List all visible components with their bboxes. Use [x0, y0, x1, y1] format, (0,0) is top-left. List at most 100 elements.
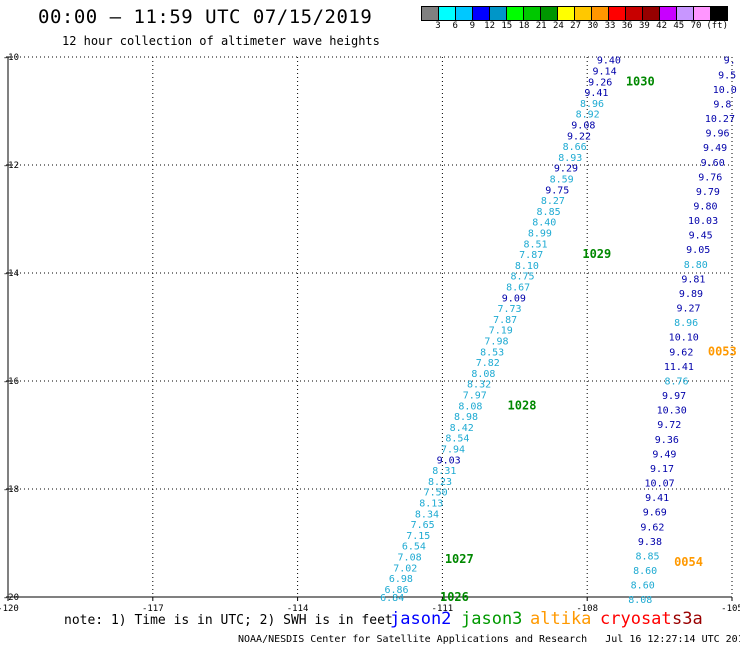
color-scale-label: (ft)	[706, 21, 729, 31]
wave-height-label: 7.08	[398, 553, 422, 564]
wave-height-label: 8.85	[635, 551, 659, 562]
wave-height-label: 8.93	[558, 153, 582, 164]
wave-height-label: 9.49	[652, 449, 676, 460]
wave-height-label: 6.84	[380, 593, 404, 604]
wave-height-label: 6.54	[402, 542, 426, 553]
wave-height-label: 8.60	[631, 581, 655, 592]
y-tick-label: -12	[3, 161, 19, 171]
color-scale-label: 33	[604, 21, 616, 31]
x-tick-label: -120	[0, 604, 19, 614]
wave-height-label: 9.81	[681, 274, 705, 285]
x-tick-label: -114	[287, 604, 309, 614]
color-scale-label: 24	[552, 21, 564, 31]
pass-time-label: 1028	[508, 398, 537, 412]
color-swatch	[710, 6, 728, 21]
x-tick-label: -117	[142, 604, 164, 614]
wave-height-label: 8.66	[563, 142, 587, 153]
wave-height-label: 6.98	[389, 574, 413, 585]
wave-height-label: 7.73	[497, 304, 521, 315]
wave-height-label: 8.10	[515, 261, 539, 272]
pass-time-label: 0054	[674, 555, 703, 569]
wave-height-label: 10.27	[705, 114, 735, 125]
wave-height-label: 9.26	[588, 77, 612, 88]
color-scale-label: 70	[690, 21, 702, 31]
pass-time-label: 1029	[582, 247, 611, 261]
wave-height-label: 9.96	[705, 129, 729, 140]
wave-height-label: 11.41	[664, 362, 694, 373]
wave-height-label: 9.80	[693, 202, 717, 213]
y-tick-label: -20	[3, 593, 19, 603]
wave-height-label: 8.59	[550, 175, 574, 186]
legend-altika: altika	[530, 609, 592, 629]
wave-height-label: 9.41	[645, 493, 669, 504]
legend-s3a: s3a	[672, 609, 703, 629]
wave-height-label: 9.36	[655, 435, 679, 446]
wave-height-label: 7.02	[393, 563, 417, 574]
wave-height-label: 9.79	[696, 187, 720, 198]
color-scale-label: 9	[469, 21, 476, 31]
wave-height-label: 9.72	[657, 420, 681, 431]
wave-height-label: 9.05	[686, 245, 710, 256]
color-scale-label: 36	[621, 21, 633, 31]
wave-height-label: 7.98	[484, 337, 508, 348]
wave-height-label: 9.08	[571, 121, 595, 132]
wave-height-label: 10.10	[669, 333, 699, 344]
wave-height-label: 8.51	[524, 239, 548, 250]
wave-height-label: 8.67	[506, 283, 530, 294]
color-scale-label: 15	[501, 21, 513, 31]
x-tick-label: -111	[432, 604, 454, 614]
wave-height-label: 8.27	[541, 196, 565, 207]
color-scale-label: 18	[518, 21, 530, 31]
wave-height-label: 10.30	[657, 406, 687, 417]
wave-height-label: 8.32	[467, 380, 491, 391]
y-tick-label: -14	[3, 269, 19, 279]
wave-height-label: 9.22	[567, 131, 591, 142]
color-scale-label: 39	[638, 21, 650, 31]
wave-height-label: 9.45	[689, 231, 713, 242]
color-scale-labels: 3 6 9 12 15 18 21 24 27 30 33 36 39 42 45 70 (ft)	[422, 21, 740, 35]
wave-height-label: 9.60	[701, 158, 725, 169]
wave-height-label: 8.85	[537, 207, 561, 218]
pass-time-label: 1030	[626, 74, 655, 88]
wave-height-label: 9.89	[679, 289, 703, 300]
wave-height-label: 8.75	[510, 272, 534, 283]
y-tick-label: -10	[3, 53, 19, 63]
pass-time-label: 0053	[708, 344, 737, 358]
legend-jason2: jason2	[390, 609, 452, 629]
wave-height-label: 7.94	[441, 445, 465, 456]
color-scale-label: 21	[535, 21, 547, 31]
wave-height-label: 8.80	[684, 260, 708, 271]
wave-height-label: 7.87	[493, 315, 517, 326]
wave-height-label: 8.98	[454, 412, 478, 423]
wave-height-label: 9.5	[718, 70, 736, 81]
wave-height-label: 9.75	[545, 185, 569, 196]
color-scale-label: 45	[673, 21, 685, 31]
wave-height-label: 8.08	[458, 401, 482, 412]
wave-height-label: 9.09	[502, 293, 526, 304]
legend-cryosat: cryosat	[600, 609, 672, 629]
wave-height-label: 9.97	[662, 391, 686, 402]
x-tick-label: -108	[576, 604, 598, 614]
wave-height-label: 6.86	[384, 585, 408, 596]
color-scale-label: 12	[484, 21, 496, 31]
wave-height-label: 8.08	[471, 369, 495, 380]
wave-height-label: 9.27	[677, 304, 701, 315]
wave-height-label: 9.03	[437, 455, 461, 466]
chart-title: 00:00 – 11:59 UTC 07/15/2019	[38, 6, 373, 28]
wave-height-label: 9.8	[713, 99, 731, 110]
wave-height-label: 9.17	[650, 464, 674, 475]
wave-height-label: 9.62	[640, 522, 664, 533]
wave-height-label: 7.87	[519, 250, 543, 261]
wave-height-label: 8.40	[532, 218, 556, 229]
wave-height-label: 9.38	[638, 537, 662, 548]
wave-height-label: 7.19	[489, 326, 513, 337]
wave-height-label: 8.96	[674, 318, 698, 329]
wave-height-label: 9.29	[554, 164, 578, 175]
wave-height-label: 8.99	[528, 229, 552, 240]
wave-height-label: 8.31	[432, 466, 456, 477]
wave-height-label: 10.03	[688, 216, 718, 227]
units-note: note: 1) Time is in UTC; 2) SWH is in fe…	[64, 613, 393, 628]
wave-height-label: 9.62	[669, 347, 693, 358]
wave-height-label: 8.42	[450, 423, 474, 434]
